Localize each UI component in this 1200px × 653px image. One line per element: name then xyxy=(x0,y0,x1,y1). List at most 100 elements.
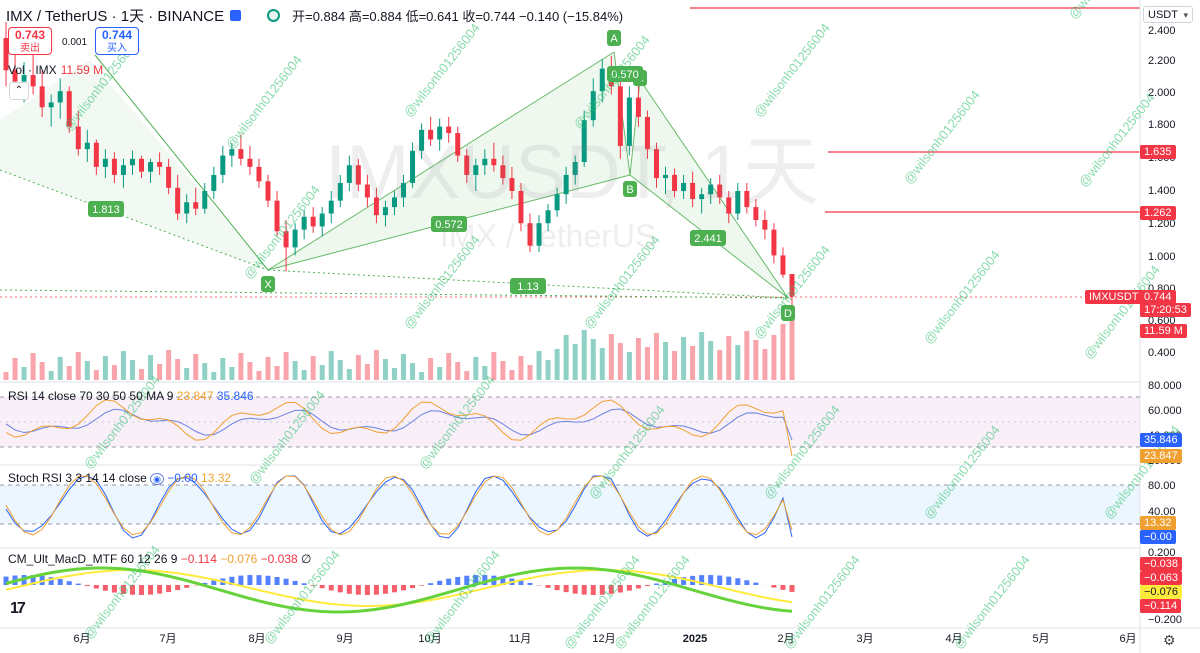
volume-bar xyxy=(401,354,407,380)
volume-bar xyxy=(202,363,208,380)
volume-bar xyxy=(247,362,253,380)
candle-body xyxy=(84,142,90,150)
volume-bar xyxy=(21,367,27,380)
buy-label: 买入 xyxy=(107,43,127,54)
pattern-ratio-label: 1.13 xyxy=(517,281,538,293)
macd-histogram-bar xyxy=(554,585,560,591)
volume-bar xyxy=(256,371,262,380)
stoch-k-line xyxy=(5,475,793,536)
buy-button[interactable]: 0.744 买入 xyxy=(95,27,139,55)
candle-body xyxy=(102,158,108,167)
last-price-tag: 0.744 xyxy=(1140,290,1176,304)
symbol-title[interactable]: IMX / TetherUS · 1天 · BINANCE xyxy=(6,7,225,25)
macd-value-2: −0.076 xyxy=(220,552,258,566)
price-axis-label: 1.000 xyxy=(1148,251,1176,263)
volume-bar xyxy=(437,367,443,380)
volume-bar xyxy=(545,360,551,380)
settings-gear-icon[interactable]: ⚙ xyxy=(1163,632,1176,648)
rsi-ma-tag: 35.846 xyxy=(1140,433,1182,447)
stoch-legend[interactable]: Stoch RSI 3 3 14 14 close ◉ −0.00 13.32 xyxy=(8,471,231,485)
candle-body xyxy=(599,68,605,92)
volume-bar xyxy=(310,356,316,380)
macd-histogram-bar xyxy=(617,585,623,593)
volume-bar xyxy=(744,331,750,380)
pattern-ratio xyxy=(88,201,124,217)
candle-body xyxy=(274,200,280,232)
rsi-value-1: 23.847 xyxy=(176,389,214,403)
currency-select[interactable]: USDT xyxy=(1143,6,1193,24)
macd-histogram-bar xyxy=(175,585,181,591)
candle-body xyxy=(301,216,307,230)
macd-histogram-bar xyxy=(256,575,262,585)
candle-body xyxy=(292,229,298,248)
volume-bar xyxy=(635,338,641,380)
rsi-legend[interactable]: RSI 14 close 70 30 50 50 MA 9 23.847 35.… xyxy=(8,389,254,403)
candle-body xyxy=(364,184,370,198)
candle-body xyxy=(48,102,54,108)
candle-body xyxy=(717,184,723,198)
time-axis-label: 10月 xyxy=(418,633,441,645)
sell-label: 卖出 xyxy=(20,43,40,54)
collapse-legend-button[interactable]: ⌃ xyxy=(9,82,29,100)
macd-histogram-bar xyxy=(428,583,434,585)
price-axis-label: 2.000 xyxy=(1148,87,1176,99)
pattern-point-label: X xyxy=(264,279,272,291)
volume-legend[interactable]: Vol · IMX 11.59 M xyxy=(8,63,103,77)
volume-bar xyxy=(238,353,244,380)
macd-histogram-bar xyxy=(373,585,379,595)
candle-body xyxy=(653,149,659,179)
macd-tag-b: −0.063 xyxy=(1140,571,1182,585)
handle-watermark: @wilsonh01256004 xyxy=(1066,0,1148,22)
candle-body xyxy=(581,120,587,163)
macd-name: CM_Ult_MacD_MTF 60 12 26 9 xyxy=(8,552,178,566)
macd-histogram-bar xyxy=(527,582,533,585)
handle-watermark: @wilsonh01256004 xyxy=(751,20,833,119)
handle-watermark: @wilsonh01256004 xyxy=(729,0,811,2)
volume-bar xyxy=(12,358,18,380)
candle-body xyxy=(328,200,334,214)
volume-bar xyxy=(789,310,795,380)
macd-histogram-bar xyxy=(446,578,452,585)
candle-body xyxy=(355,165,361,185)
volume-bar xyxy=(717,350,723,380)
visibility-icon[interactable]: ◉ xyxy=(150,473,164,485)
price-axis-label: 1.400 xyxy=(1148,185,1176,197)
macd-histogram-bar xyxy=(129,585,135,595)
pattern-dotted xyxy=(0,289,789,299)
volume-bar xyxy=(175,359,181,380)
rsi-value-2: 35.846 xyxy=(216,389,254,403)
flag-icon[interactable] xyxy=(230,9,242,21)
countdown-tag: 17:20:53 xyxy=(1140,303,1191,317)
rsi-ma-line xyxy=(5,408,793,441)
macd-histogram-bar xyxy=(644,585,650,586)
rsi-axis-label: 80.000 xyxy=(1148,380,1182,392)
macd-histogram-bar xyxy=(265,575,271,585)
volume-bar xyxy=(473,357,479,380)
time-axis-label: 2025 xyxy=(683,633,707,645)
volume-bar xyxy=(617,343,623,380)
macd-histogram-bar xyxy=(771,585,777,588)
volume-bar xyxy=(148,355,154,380)
macd-histogram-bar xyxy=(717,575,723,585)
candle-body xyxy=(310,216,316,227)
macd-legend[interactable]: CM_Ult_MacD_MTF 60 12 26 9 −0.114 −0.076… xyxy=(8,552,311,566)
macd-histogram-bar xyxy=(635,585,641,589)
sell-button[interactable]: 0.743 卖出 xyxy=(8,27,52,55)
pattern-leg-CD xyxy=(639,79,789,299)
stoch-axis-label: 40.00 xyxy=(1148,506,1176,518)
volume-bar xyxy=(337,360,343,380)
macd-histogram-bar xyxy=(102,585,108,591)
level-tag-1262: 1.262 xyxy=(1140,206,1176,220)
macd-histogram-bar xyxy=(410,585,416,589)
spread-value: 0.001 xyxy=(62,37,88,48)
macd-histogram-bar xyxy=(789,585,795,592)
volume-bar xyxy=(672,351,678,380)
macd-histogram-bar xyxy=(419,585,425,586)
tradingview-logo-icon[interactable]: 17 xyxy=(10,600,26,617)
candle-body xyxy=(626,97,632,146)
ohlc-readout: 开=0.884 高=0.884 低=0.641 收=0.744 −0.140 (… xyxy=(292,8,624,24)
volume-bar xyxy=(491,352,497,380)
volume-bar xyxy=(690,346,696,380)
macd-histogram-bar xyxy=(301,583,307,585)
